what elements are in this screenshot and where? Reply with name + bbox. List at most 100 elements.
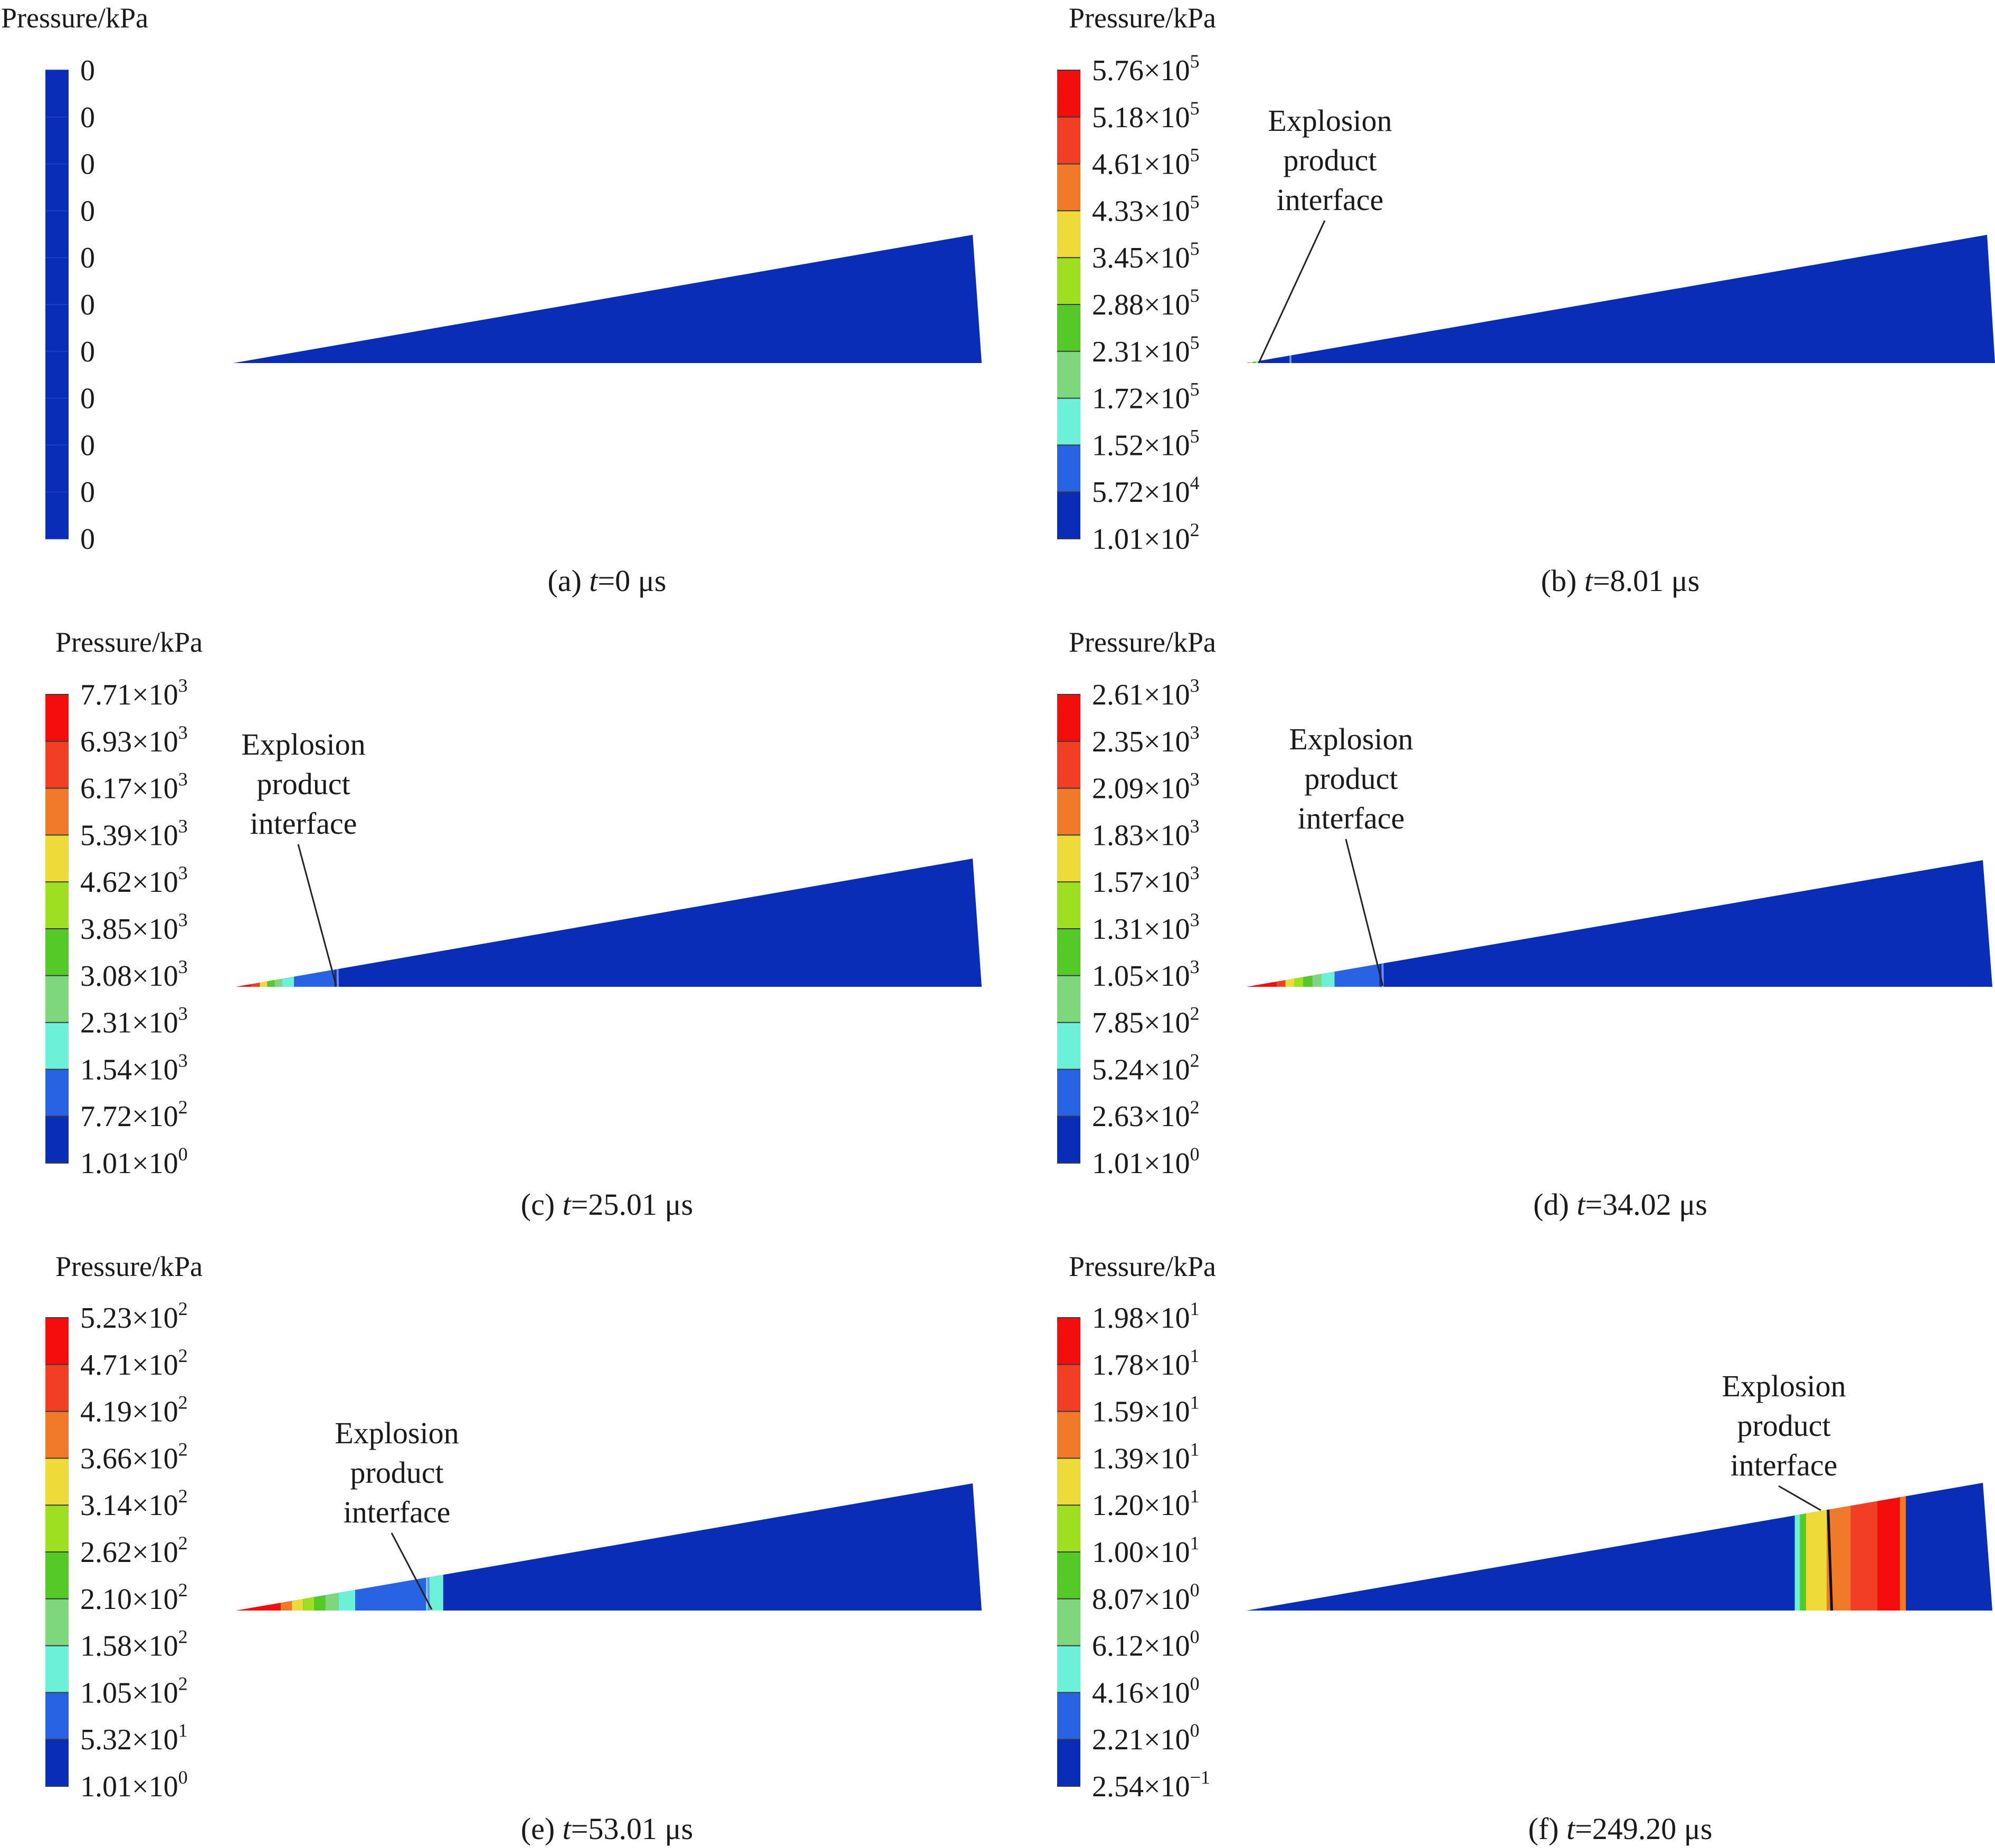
- pressure-band: [314, 1483, 326, 1611]
- colorbar-segment: [45, 882, 69, 929]
- colorbar-segment: [1057, 1645, 1080, 1693]
- pressure-band: [1276, 860, 1286, 987]
- pressure-band: [1312, 860, 1322, 987]
- colorbar-segment: [1057, 1739, 1080, 1787]
- simulation-domain: [233, 235, 982, 363]
- colorbar-segment: [1057, 882, 1080, 929]
- pressure-band: [267, 859, 275, 987]
- colorbar-tick-label: 5.72×104: [1092, 472, 1200, 509]
- pressure-band: [1850, 1483, 1878, 1611]
- annotation-line: Explosion: [1268, 103, 1392, 138]
- annotation-line: product: [1737, 1408, 1830, 1443]
- interface-annotation: Explosion product interface: [1289, 722, 1413, 986]
- colorbar-segment: [1057, 694, 1080, 742]
- domain-region: [1247, 860, 1992, 987]
- colorbar-tick-label: 5.76×105: [1092, 51, 1200, 87]
- colorbar-segment: [1057, 398, 1080, 445]
- simulation-domain: [1247, 235, 1995, 363]
- colorbar-tick-label: 3.08×103: [80, 956, 188, 993]
- colorbar-tick-label: 3.14×102: [80, 1485, 188, 1522]
- colorbar-tick-label: 1.05×103: [1092, 956, 1200, 993]
- colorbar-segment: [1057, 1552, 1080, 1599]
- colorbar-tick-label: 0: [80, 195, 95, 227]
- panel-caption: (f) t=249.20 μs: [1528, 1812, 1713, 1846]
- colorbar-segment: [45, 1552, 69, 1599]
- colorbar-segment: [45, 1692, 69, 1740]
- colorbar-tick-label: 4.16×100: [1092, 1673, 1200, 1709]
- colorbar-tick-label: 1.01×100: [1092, 1144, 1200, 1180]
- colorbar-segment: [45, 211, 69, 258]
- colorbar-segment: [45, 788, 69, 835]
- pressure-band: [325, 1483, 339, 1611]
- legend-title: Pressure/kPa: [1069, 1251, 1216, 1282]
- colorbar: [45, 70, 69, 539]
- pressure-band: [1800, 1483, 1806, 1611]
- legend-title: Pressure/kPa: [1069, 2, 1216, 34]
- colorbar-segment: [45, 398, 69, 445]
- colorbar-tick-label: 6.93×103: [80, 722, 188, 758]
- colorbar-tick-label: 2.63×102: [1092, 1097, 1200, 1133]
- colorbar-tick-label: 1.01×100: [80, 1144, 188, 1180]
- colorbar-tick-label: 0: [80, 289, 95, 321]
- annotation-leader: [1778, 1485, 1821, 1511]
- colorbar-tick-label: 1.05×102: [80, 1673, 188, 1709]
- colorbar-tick-label: 1.31×103: [1092, 909, 1200, 946]
- colorbar-tick-label: 2.35×103: [1092, 722, 1200, 758]
- colorbar-tick-label: 0: [80, 523, 95, 556]
- pressure-band: [1247, 235, 1250, 363]
- annotation-line: interface: [250, 806, 357, 841]
- colorbar-segment: [1057, 741, 1080, 789]
- pressure-bands: [1247, 235, 1292, 363]
- simulation-domain: [236, 859, 982, 987]
- colorbar-tick-label: 0: [80, 101, 95, 134]
- colorbar-segment: [45, 117, 69, 165]
- colorbar-segment: [45, 1645, 69, 1693]
- colorbar-segment: [45, 1739, 69, 1787]
- panel-caption: (b) t=8.01 μs: [1541, 564, 1700, 598]
- domain-region: [1247, 235, 1995, 363]
- panel-caption: (c) t=25.01 μs: [521, 1187, 693, 1222]
- pressure-band: [1285, 860, 1295, 987]
- pressure-band: [1249, 235, 1253, 363]
- panel-caption: (e) t=53.01 μs: [521, 1812, 693, 1846]
- pressure-band: [236, 859, 251, 987]
- pressure-band: [1334, 860, 1380, 987]
- colorbar-segment: [1057, 70, 1080, 118]
- panel-caption: (d) t=34.02 μs: [1533, 1187, 1707, 1222]
- colorbar-segment: [45, 1598, 69, 1646]
- legend-title: Pressure/kPa: [55, 1251, 203, 1282]
- colorbar-segment: [1057, 1318, 1080, 1365]
- annotation-line: interface: [1277, 183, 1384, 217]
- colorbar-tick-label: 8.07×100: [1092, 1579, 1200, 1616]
- pressure-band: [1256, 235, 1260, 363]
- colorbar-tick-label: 1.52×105: [1092, 425, 1200, 462]
- annotation-leader: [391, 1532, 433, 1610]
- annotation-line: product: [1283, 143, 1376, 177]
- colorbar-tick-label: 1.54×103: [80, 1050, 188, 1086]
- colorbar-tick-label: 1.83×103: [1092, 815, 1200, 852]
- colorbar-segment: [1057, 445, 1080, 492]
- pressure-band: [1252, 235, 1256, 363]
- annotation-line: Explosion: [335, 1416, 459, 1450]
- legend-title: Pressure/kPa: [1069, 626, 1216, 658]
- colorbar-segment: [45, 1411, 69, 1459]
- colorbar-segment: [45, 258, 69, 305]
- colorbar-tick-label: 4.19×102: [80, 1392, 188, 1428]
- colorbar-tick-label: 5.24×102: [1092, 1050, 1200, 1086]
- pressure-band: [1294, 860, 1304, 987]
- colorbar-tick-label: 3.66×102: [80, 1439, 188, 1475]
- colorbar-tick-label: 2.54×10−1: [1092, 1767, 1210, 1803]
- colorbar-tick-label: 1.01×102: [1092, 519, 1200, 556]
- annotation-line: interface: [1298, 801, 1405, 835]
- pressure-band: [291, 1483, 303, 1611]
- colorbar-segment: [1057, 164, 1080, 211]
- pressure-bands: [1247, 860, 1384, 987]
- colorbar-tick-label: 2.10×102: [80, 1579, 188, 1616]
- colorbar-tick-label: 1.39×101: [1092, 1439, 1200, 1475]
- interface-annotation: Explosion product interface: [335, 1416, 459, 1610]
- legend-title: Pressure/kPa: [1, 2, 148, 34]
- pressure-band: [1303, 860, 1313, 987]
- annotation-line: Explosion: [1289, 722, 1413, 756]
- colorbar: [1057, 1317, 1080, 1787]
